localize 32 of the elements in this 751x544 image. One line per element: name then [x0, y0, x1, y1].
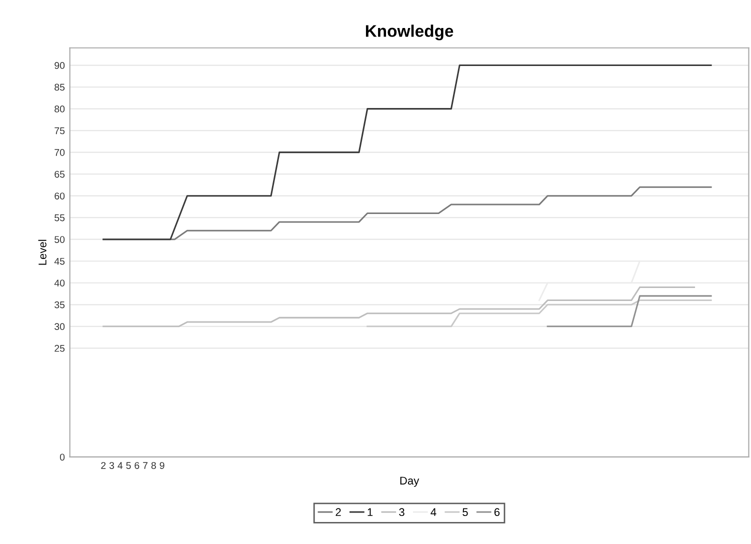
x-tick-label: 4	[118, 462, 123, 469]
y-tick-label: 30	[54, 323, 65, 330]
x-tick-label: 3	[109, 462, 114, 469]
x-tick-label: 9	[160, 462, 164, 469]
y-tick-label: 80	[54, 106, 65, 112]
legend-label: 1	[368, 508, 373, 516]
x-tick-label: 6	[134, 462, 140, 469]
y-tick-label: 40	[54, 280, 65, 286]
x-tick-label: 7	[143, 462, 148, 469]
chart-title: Knowledge	[366, 24, 454, 40]
legend-label: 4	[430, 508, 436, 516]
y-tick-label: 90	[54, 62, 65, 69]
y-tick-label: 0	[60, 454, 65, 461]
x-tick-label: 2	[101, 462, 106, 469]
legend-label: 2	[336, 508, 341, 516]
x-tick-label: 5	[126, 462, 131, 469]
y-tick-label: 45	[54, 258, 65, 265]
legend-label: 6	[494, 508, 500, 516]
legend-label: 5	[462, 508, 468, 516]
y-tick-label: 25	[54, 344, 65, 352]
y-tick-label: 60	[54, 192, 65, 200]
y-tick-label: 50	[54, 236, 65, 243]
legend-label: 3	[399, 508, 404, 516]
y-tick-label: 85	[54, 84, 65, 91]
y-tick-label: 70	[54, 149, 65, 156]
y-tick-label: 75	[54, 127, 65, 134]
y-axis-title: Level	[38, 240, 46, 265]
y-tick-label: 55	[54, 214, 65, 222]
x-tick-label: 8	[151, 462, 156, 469]
y-tick-label: 65	[54, 170, 65, 178]
x-axis-title: Day	[400, 476, 420, 487]
y-tick-label: 35	[54, 301, 65, 308]
